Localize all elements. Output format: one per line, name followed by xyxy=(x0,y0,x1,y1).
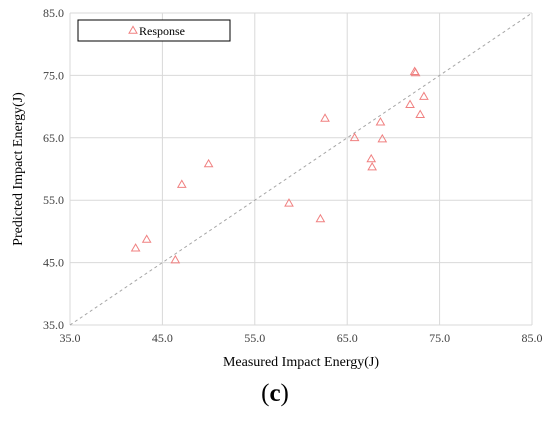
x-tick-label: 75.0 xyxy=(429,331,450,345)
legend-marker xyxy=(128,25,138,34)
data-point xyxy=(176,179,187,188)
legend-label: Response xyxy=(139,24,185,38)
x-axis-title: Measured Impact Energy(J) xyxy=(223,355,379,370)
x-tick-label: 85.0 xyxy=(522,331,543,345)
figure-caption: (c) xyxy=(0,380,550,408)
data-point xyxy=(405,99,415,109)
data-point xyxy=(141,234,152,243)
y-tick-label: 65.0 xyxy=(43,131,64,145)
x-tick-label: 65.0 xyxy=(337,331,358,345)
data-point xyxy=(315,213,326,223)
y-tick-label: 55.0 xyxy=(43,193,64,207)
data-point xyxy=(349,132,360,142)
data-point xyxy=(170,254,181,264)
x-tick-label: 45.0 xyxy=(152,331,173,345)
y-tick-label: 35.0 xyxy=(43,318,64,332)
data-point xyxy=(375,117,386,126)
x-tick-label: 55.0 xyxy=(244,331,265,345)
data-point xyxy=(320,113,330,122)
data-point xyxy=(415,109,426,118)
data-point xyxy=(377,133,388,143)
data-point xyxy=(367,161,378,171)
caption-letter: c xyxy=(269,380,281,407)
data-point xyxy=(410,67,421,77)
data-point xyxy=(130,243,141,252)
data-point xyxy=(203,158,214,168)
legend-box xyxy=(77,19,231,42)
x-tick-label: 35.0 xyxy=(60,331,81,345)
y-axis-title: Predicted Impact Energy(J) xyxy=(11,92,26,246)
caption-open: ( xyxy=(261,380,270,407)
data-point xyxy=(284,198,294,207)
y-tick-label: 85.0 xyxy=(43,6,64,20)
caption-close: ) xyxy=(280,380,289,407)
data-point xyxy=(366,153,377,163)
y-tick-label: 75.0 xyxy=(43,68,64,82)
reference-line xyxy=(69,12,533,326)
y-tick-label: 45.0 xyxy=(43,256,64,270)
data-point xyxy=(419,91,429,100)
